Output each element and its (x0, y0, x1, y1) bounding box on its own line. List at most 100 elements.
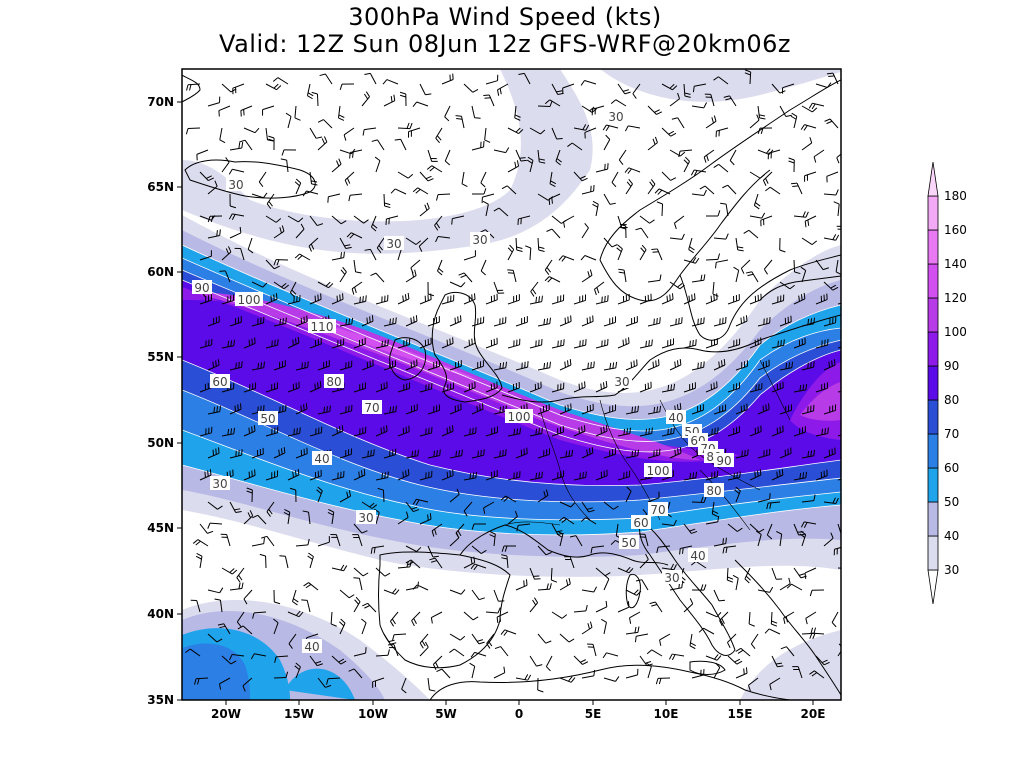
wind-barb (252, 611, 267, 619)
wind-barb (537, 149, 546, 164)
wind-barb (595, 600, 608, 613)
wind-barb (573, 655, 589, 665)
wind-barb (218, 677, 231, 690)
wind-barb (207, 215, 223, 223)
wind-barb (207, 522, 223, 529)
wind-barb (234, 247, 245, 261)
wind-barb (412, 498, 429, 506)
wind-barb (824, 118, 839, 129)
wind-barb (804, 171, 817, 182)
wind-barb (551, 294, 565, 305)
wind-barb (581, 105, 598, 113)
wind-barb (186, 83, 201, 91)
wind-barb (603, 448, 616, 459)
wind-barb (449, 532, 460, 547)
wind-barb (842, 619, 847, 634)
wind-barb (722, 545, 737, 554)
wind-barb (846, 403, 857, 414)
wind-barb (228, 213, 245, 220)
wind-barb (837, 346, 841, 349)
wind-barb (405, 315, 418, 327)
lon-label: 5W (435, 707, 457, 721)
wind-barb (647, 136, 658, 151)
wind-barb (207, 315, 220, 327)
wind-barb (207, 96, 221, 107)
wind-barb (647, 405, 662, 415)
wind-barb (266, 193, 275, 209)
contour-label: 40 (312, 451, 332, 466)
svg-text:100: 100 (647, 464, 670, 478)
wind-barb (619, 223, 627, 239)
wind-barb (793, 292, 806, 305)
contour-label: 50 (258, 411, 278, 426)
wind-barb (361, 315, 374, 327)
wind-barb (427, 316, 440, 327)
wind-barb (760, 215, 773, 227)
colorbar-label: 30 (944, 563, 959, 577)
wind-barb (580, 255, 597, 261)
wind-barb (229, 361, 243, 371)
band-80 (182, 280, 841, 486)
wind-barb (727, 382, 740, 393)
wind-barb (399, 91, 407, 107)
wind-barb (405, 237, 422, 245)
wind-barb (559, 315, 572, 327)
colorbar-label: 50 (944, 495, 959, 509)
wind-barb (441, 469, 454, 481)
wind-barb (364, 72, 377, 85)
wind-barb (482, 200, 489, 217)
wind-barb (383, 193, 391, 209)
wind-barb (804, 215, 817, 228)
wind-barb (375, 567, 391, 577)
svg-text:80: 80 (706, 484, 721, 498)
wind-barb (385, 215, 399, 225)
wind-barb (573, 471, 587, 481)
wind-barb (815, 382, 828, 393)
wind-barb (823, 497, 839, 504)
wind-barb (507, 269, 517, 283)
wind-barb (625, 359, 638, 371)
wind-barb (375, 381, 388, 393)
wind-barb (646, 662, 652, 679)
wind-barb (229, 582, 244, 591)
wind-barb (846, 360, 857, 370)
wind-barb (219, 127, 226, 144)
wind-barb (408, 127, 421, 138)
wind-barb (239, 139, 253, 151)
wind-barb (401, 677, 407, 694)
wind-barb (753, 193, 761, 210)
wind-barb (295, 315, 308, 327)
wind-barb (361, 91, 370, 107)
wind-barb (625, 486, 632, 503)
wind-barb (343, 127, 355, 141)
wind-barb (451, 215, 465, 225)
wind-barb (691, 189, 707, 196)
wind-barb (559, 676, 576, 683)
wind-barb (563, 215, 575, 228)
contour-label: 30 (226, 177, 246, 192)
wind-barb (507, 160, 520, 173)
wind-barb (837, 567, 841, 569)
wind-barb (287, 381, 300, 393)
wind-barb (419, 382, 433, 393)
wind-barb (625, 405, 639, 415)
wind-barb (580, 517, 597, 525)
colorbar-swatch (927, 263, 939, 299)
wind-barb (661, 171, 677, 181)
wind-barb (507, 381, 520, 393)
wind-barb (207, 633, 223, 643)
wind-barb (671, 117, 685, 129)
wind-barb (353, 295, 367, 305)
wind-barb (705, 253, 721, 261)
wind-barb (251, 447, 264, 459)
wind-barb (397, 171, 414, 179)
wind-barb (507, 294, 520, 305)
wind-barb (635, 227, 649, 239)
wind-barb (715, 127, 729, 138)
wind-barb (337, 105, 345, 121)
wind-barb (779, 447, 792, 459)
wind-barb (463, 471, 478, 481)
wind-barb (618, 268, 627, 283)
wind-barb (616, 244, 623, 261)
contour-label: 90 (192, 280, 212, 295)
